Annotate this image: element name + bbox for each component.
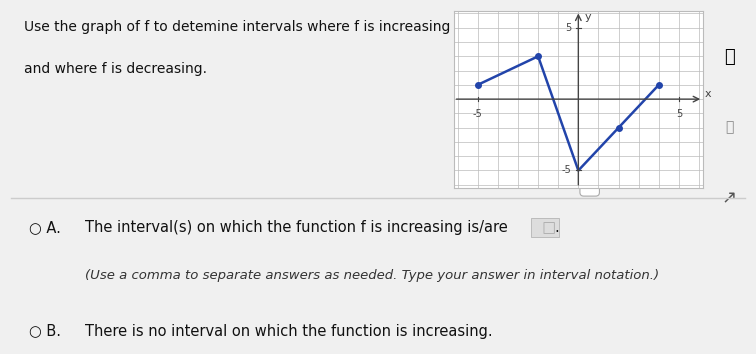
Text: y: y [584,12,591,22]
Text: (Use a comma to separate answers as needed. Type your answer in interval notatio: (Use a comma to separate answers as need… [85,269,658,282]
Text: 🔍: 🔍 [725,120,733,135]
Text: ...: ... [584,179,596,192]
Text: 🔍: 🔍 [723,48,735,65]
Text: The interval(s) on which the function f is increasing is/are: The interval(s) on which the function f … [85,220,507,235]
Text: .: . [554,220,559,235]
Text: Use the graph of f to detemine intervals where f is increasing: Use the graph of f to detemine intervals… [24,20,451,34]
Text: □: □ [533,220,556,235]
Text: ↗: ↗ [721,189,737,207]
Text: -5: -5 [472,109,482,119]
Text: -5: -5 [562,165,572,176]
Text: and where f is decreasing.: and where f is decreasing. [24,62,207,76]
Text: 5: 5 [565,23,572,33]
Text: There is no interval on which the function is increasing.: There is no interval on which the functi… [85,324,492,338]
Text: 5: 5 [676,109,682,119]
Text: ○ B.: ○ B. [29,324,61,338]
Text: x: x [705,89,711,99]
Text: ○ A.: ○ A. [29,220,61,235]
